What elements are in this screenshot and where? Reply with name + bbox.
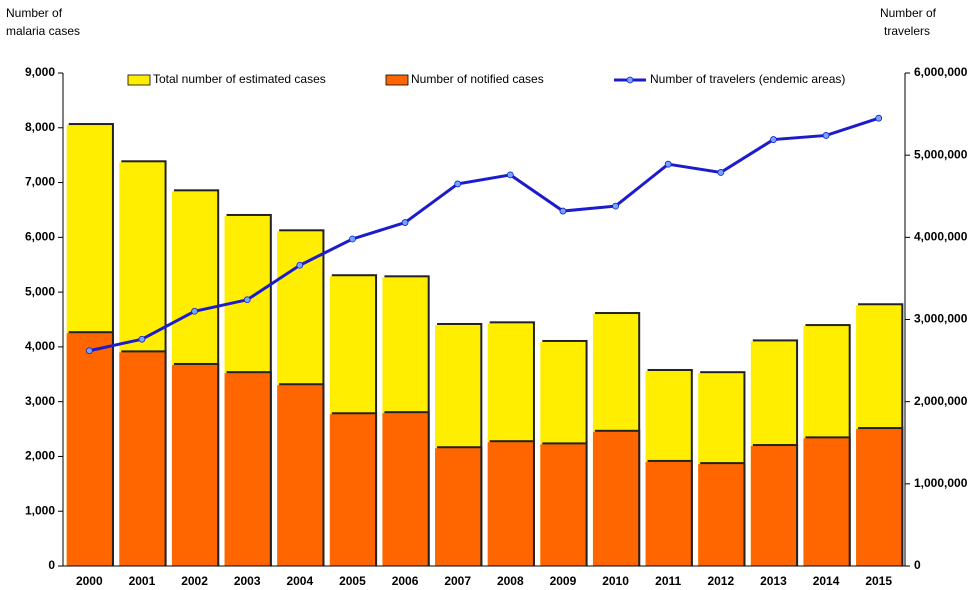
- y-tick-label: 0: [48, 558, 55, 572]
- line-marker: [717, 169, 725, 176]
- line-marker: [401, 219, 409, 226]
- y2-tick-label: 3,000,000: [914, 312, 968, 326]
- x-tick-label: 2015: [865, 574, 892, 588]
- line-marker: [243, 296, 251, 304]
- y-tick-label: 2,000: [25, 449, 55, 463]
- x-tick-label: 2011: [655, 574, 681, 588]
- x-tick-label: 2006: [392, 574, 419, 588]
- line-marker: [875, 114, 883, 122]
- x-tick-label: 2013: [760, 574, 787, 588]
- line-marker: [612, 202, 619, 210]
- line-marker: [770, 136, 777, 143]
- line-marker: [822, 132, 830, 139]
- bar: [277, 385, 323, 566]
- bar: [171, 364, 218, 566]
- legend-label: Number of notified cases: [411, 72, 544, 86]
- bar: [435, 448, 481, 566]
- x-tick-label: 2005: [339, 574, 366, 588]
- bar: [66, 333, 112, 566]
- bar: [382, 413, 428, 566]
- bar: [698, 464, 744, 566]
- bar: [803, 438, 849, 566]
- y-tick-label: 5,000: [25, 284, 55, 298]
- legend-label: Number of travelers (endemic areas): [650, 72, 845, 86]
- x-tick-label: 2004: [286, 574, 313, 588]
- legend-swatch: [385, 74, 409, 86]
- y-tick-label: 6,000: [25, 230, 55, 244]
- y2-tick-label: 4,000,000: [914, 230, 968, 244]
- y-tick-label: 1,000: [25, 503, 55, 517]
- y-tick-label: 9,000: [25, 65, 55, 79]
- line-marker: [349, 235, 356, 243]
- bar: [645, 461, 691, 566]
- line-marker: [559, 207, 567, 215]
- bar: [119, 352, 165, 566]
- x-tick-label: 2014: [813, 574, 840, 588]
- line-marker: [664, 160, 672, 168]
- y2-tick-label: 0: [914, 558, 921, 572]
- x-tick-label: 2009: [550, 574, 577, 588]
- y-axis-label: Number of: [6, 6, 63, 20]
- y2-tick-label: 6,000,000: [914, 65, 968, 79]
- line-marker: [191, 307, 198, 315]
- y2-tick-label: 2,000,000: [914, 394, 968, 408]
- y-tick-label: 8,000: [25, 120, 55, 134]
- x-tick-label: 2012: [707, 574, 734, 588]
- x-tick-label: 2001: [129, 574, 156, 588]
- y-tick-label: 3,000: [25, 394, 55, 408]
- legend-marker: [626, 76, 634, 84]
- y2-tick-label: 5,000,000: [914, 147, 968, 161]
- y-tick-label: 4,000: [25, 339, 55, 353]
- y2-axis-label: Number of: [880, 6, 937, 20]
- x-tick-label: 2002: [181, 574, 208, 588]
- x-tick-label: 2000: [76, 574, 103, 588]
- y2-axis-label: travelers: [884, 24, 930, 38]
- y2-tick-label: 1,000,000: [914, 476, 968, 490]
- bar: [329, 414, 376, 566]
- bar: [540, 444, 586, 566]
- x-tick-label: 2010: [602, 574, 629, 588]
- bar: [856, 429, 902, 566]
- x-tick-label: 2003: [234, 574, 261, 588]
- bar: [592, 431, 639, 566]
- line-marker: [138, 335, 146, 343]
- x-tick-label: 2007: [444, 574, 471, 588]
- x-tick-label: 2008: [497, 574, 524, 588]
- y-tick-label: 7,000: [25, 175, 55, 189]
- bar: [224, 373, 270, 566]
- line: [88, 116, 880, 353]
- line-marker: [296, 261, 304, 269]
- legend-swatch: [127, 74, 151, 86]
- line-marker: [85, 347, 93, 355]
- y-axis-label: malaria cases: [6, 24, 80, 38]
- line-marker: [506, 171, 514, 179]
- legend-label: Total number of estimated cases: [153, 72, 326, 86]
- bar: [750, 446, 797, 566]
- bar: [487, 442, 533, 566]
- line-marker: [454, 180, 462, 188]
